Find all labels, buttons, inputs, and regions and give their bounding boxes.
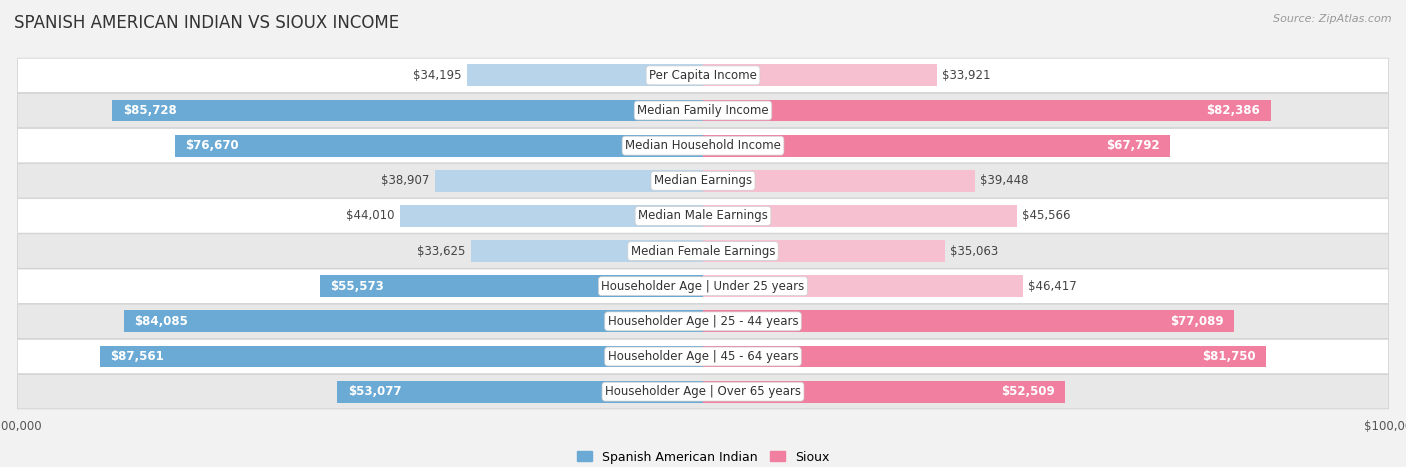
Text: $33,921: $33,921 — [942, 69, 991, 82]
Text: $67,792: $67,792 — [1107, 139, 1160, 152]
Bar — [703, 205, 1017, 227]
Text: SPANISH AMERICAN INDIAN VS SIOUX INCOME: SPANISH AMERICAN INDIAN VS SIOUX INCOME — [14, 14, 399, 32]
Text: $44,010: $44,010 — [346, 209, 394, 222]
Bar — [703, 135, 1170, 156]
Text: Median Family Income: Median Family Income — [637, 104, 769, 117]
Text: $55,573: $55,573 — [330, 280, 384, 293]
Bar — [100, 346, 703, 368]
Bar — [703, 381, 1064, 403]
Bar — [471, 240, 703, 262]
Bar — [434, 170, 703, 191]
Bar — [124, 311, 703, 332]
Bar — [321, 276, 703, 297]
Text: $46,417: $46,417 — [1028, 280, 1077, 293]
Text: Householder Age | Over 65 years: Householder Age | Over 65 years — [605, 385, 801, 398]
FancyBboxPatch shape — [17, 58, 1389, 92]
Text: $84,085: $84,085 — [134, 315, 188, 328]
Bar — [703, 64, 936, 86]
Text: $33,625: $33,625 — [418, 245, 465, 258]
Bar — [703, 276, 1022, 297]
Bar — [112, 99, 703, 121]
FancyBboxPatch shape — [17, 269, 1389, 304]
Text: $52,509: $52,509 — [1001, 385, 1054, 398]
Text: $81,750: $81,750 — [1202, 350, 1256, 363]
Text: $39,448: $39,448 — [980, 174, 1029, 187]
FancyBboxPatch shape — [17, 128, 1389, 163]
Text: Median Female Earnings: Median Female Earnings — [631, 245, 775, 258]
Text: $82,386: $82,386 — [1206, 104, 1260, 117]
Text: $35,063: $35,063 — [950, 245, 998, 258]
FancyBboxPatch shape — [17, 339, 1389, 374]
Text: Median Male Earnings: Median Male Earnings — [638, 209, 768, 222]
Bar — [174, 135, 703, 156]
Text: Median Earnings: Median Earnings — [654, 174, 752, 187]
Text: $38,907: $38,907 — [381, 174, 429, 187]
FancyBboxPatch shape — [17, 93, 1389, 128]
Text: Source: ZipAtlas.com: Source: ZipAtlas.com — [1274, 14, 1392, 24]
FancyBboxPatch shape — [17, 163, 1389, 198]
Text: $77,089: $77,089 — [1170, 315, 1223, 328]
Text: $45,566: $45,566 — [1022, 209, 1071, 222]
Text: $76,670: $76,670 — [186, 139, 239, 152]
Text: Per Capita Income: Per Capita Income — [650, 69, 756, 82]
Bar — [337, 381, 703, 403]
Text: Median Household Income: Median Household Income — [626, 139, 780, 152]
Text: $53,077: $53,077 — [347, 385, 401, 398]
FancyBboxPatch shape — [17, 375, 1389, 409]
Bar — [467, 64, 703, 86]
Bar — [703, 346, 1267, 368]
Text: Householder Age | 25 - 44 years: Householder Age | 25 - 44 years — [607, 315, 799, 328]
Text: Householder Age | 45 - 64 years: Householder Age | 45 - 64 years — [607, 350, 799, 363]
Bar — [399, 205, 703, 227]
Text: $34,195: $34,195 — [413, 69, 463, 82]
Bar — [703, 99, 1271, 121]
FancyBboxPatch shape — [17, 234, 1389, 268]
Legend: Spanish American Indian, Sioux: Spanish American Indian, Sioux — [572, 446, 834, 467]
Bar — [703, 311, 1234, 332]
FancyBboxPatch shape — [17, 304, 1389, 339]
Text: $87,561: $87,561 — [110, 350, 165, 363]
Bar — [703, 240, 945, 262]
FancyBboxPatch shape — [17, 199, 1389, 233]
Text: $85,728: $85,728 — [122, 104, 177, 117]
Bar — [703, 170, 974, 191]
Text: Householder Age | Under 25 years: Householder Age | Under 25 years — [602, 280, 804, 293]
